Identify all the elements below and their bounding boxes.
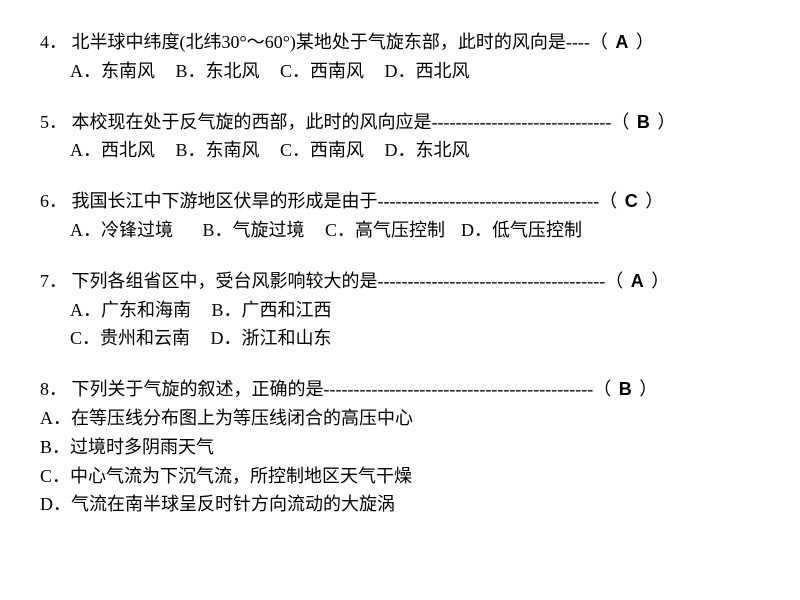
question-4-number: 4． [40,32,67,52]
question-8-options: A．在等压线分布图上为等压线闭合的高压中心 B．过境时多阴雨天气 C．中心气流为… [40,404,760,519]
question-6-options: A．冷锋过境 B．气旋过境 C．高气压控制 D．低气压控制 [40,216,760,245]
question-6-dashes: ------------------------------------- [378,191,600,211]
question-5-text: 本校现在处于反气旋的西部，此时的风向应是 [72,112,432,132]
question-4-dashes: ---- [566,32,590,52]
question-5: 5． 本校现在处于反气旋的西部，此时的风向应是-----------------… [40,108,760,166]
question-6-answer: C [622,191,641,211]
question-4-option-d: D．西北风 [385,61,470,81]
question-6: 6． 我国长江中下游地区伏旱的形成是由于--------------------… [40,187,760,245]
question-7-header: 7． 下列各组省区中，受台风影响较大的是--------------------… [40,267,760,296]
question-6-option-b: B．气旋过境 [203,220,305,240]
question-4-option-c: C．西南风 [280,61,364,81]
question-8-option-a: A．在等压线分布图上为等压线闭合的高压中心 [40,404,760,433]
question-5-number: 5． [40,112,67,132]
question-7-text: 下列各组省区中，受台风影响较大的是 [72,271,378,291]
question-6-header: 6． 我国长江中下游地区伏旱的形成是由于--------------------… [40,187,760,216]
question-4-option-b: B．东北风 [176,61,260,81]
question-7-option-d: D．浙江和山东 [211,328,332,348]
question-8-header: 8． 下列关于气旋的叙述，正确的是-----------------------… [40,375,760,404]
question-5-header: 5． 本校现在处于反气旋的西部，此时的风向应是-----------------… [40,108,760,137]
question-5-dashes: ------------------------------ [432,112,612,132]
question-8-answer: B [616,379,635,399]
question-7-answer-paren: （ A ） [605,271,669,291]
question-5-option-d: D．东北风 [385,140,470,160]
question-6-option-d: D．低气压控制 [461,220,582,240]
question-4-option-a: A．东南风 [70,61,155,81]
question-7-dashes: -------------------------------------- [378,271,606,291]
question-7-options: A．广东和海南 B．广西和江西 C．贵州和云南 D．浙江和山东 [40,296,760,354]
question-7: 7． 下列各组省区中，受台风影响较大的是--------------------… [40,267,760,353]
question-7-number: 7． [40,271,67,291]
page-content: 4． 北半球中纬度(北纬30°～60°)某地处于气旋东部，此时的风向是----（… [0,0,800,519]
question-8-option-d: D．气流在南半球呈反时针方向流动的大旋涡 [40,490,760,519]
question-8-dashes: ----------------------------------------… [324,379,594,399]
question-4-header: 4． 北半球中纬度(北纬30°～60°)某地处于气旋东部，此时的风向是----（… [40,28,760,57]
question-8-text: 下列关于气旋的叙述，正确的是 [72,379,324,399]
question-6-option-c: C．高气压控制 [325,220,445,240]
question-7-option-b: B．广西和江西 [212,300,332,320]
question-8-answer-paren: （ B ） [593,379,657,399]
question-4: 4． 北半球中纬度(北纬30°～60°)某地处于气旋东部，此时的风向是----（… [40,28,760,86]
question-8-option-b: B．过境时多阴雨天气 [40,433,760,462]
question-5-answer: B [634,112,653,132]
question-6-option-a: A．冷锋过境 [70,220,173,240]
question-4-answer-paren: （ A ） [590,32,654,52]
question-4-answer: A [612,32,631,52]
question-8-option-c: C．中心气流为下沉气流，所控制地区天气干燥 [40,462,760,491]
question-5-option-a: A．西北风 [70,140,155,160]
question-6-text: 我国长江中下游地区伏旱的形成是由于 [72,191,378,211]
question-5-option-c: C．西南风 [280,140,364,160]
question-5-answer-paren: （ B ） [611,112,675,132]
question-6-answer-paren: （ C ） [599,191,663,211]
question-4-text: 北半球中纬度(北纬30°～60°)某地处于气旋东部，此时的风向是 [72,32,566,52]
question-5-option-b: B．东南风 [176,140,260,160]
question-8-number: 8． [40,379,67,399]
question-7-answer: A [628,271,647,291]
question-7-option-c: C．贵州和云南 [70,328,190,348]
question-7-option-a: A．广东和海南 [70,300,191,320]
question-4-options: A．东南风 B．东北风 C．西南风 D．西北风 [40,57,760,86]
question-5-options: A．西北风 B．东南风 C．西南风 D．东北风 [40,136,760,165]
question-6-number: 6． [40,191,67,211]
question-8: 8． 下列关于气旋的叙述，正确的是-----------------------… [40,375,760,519]
